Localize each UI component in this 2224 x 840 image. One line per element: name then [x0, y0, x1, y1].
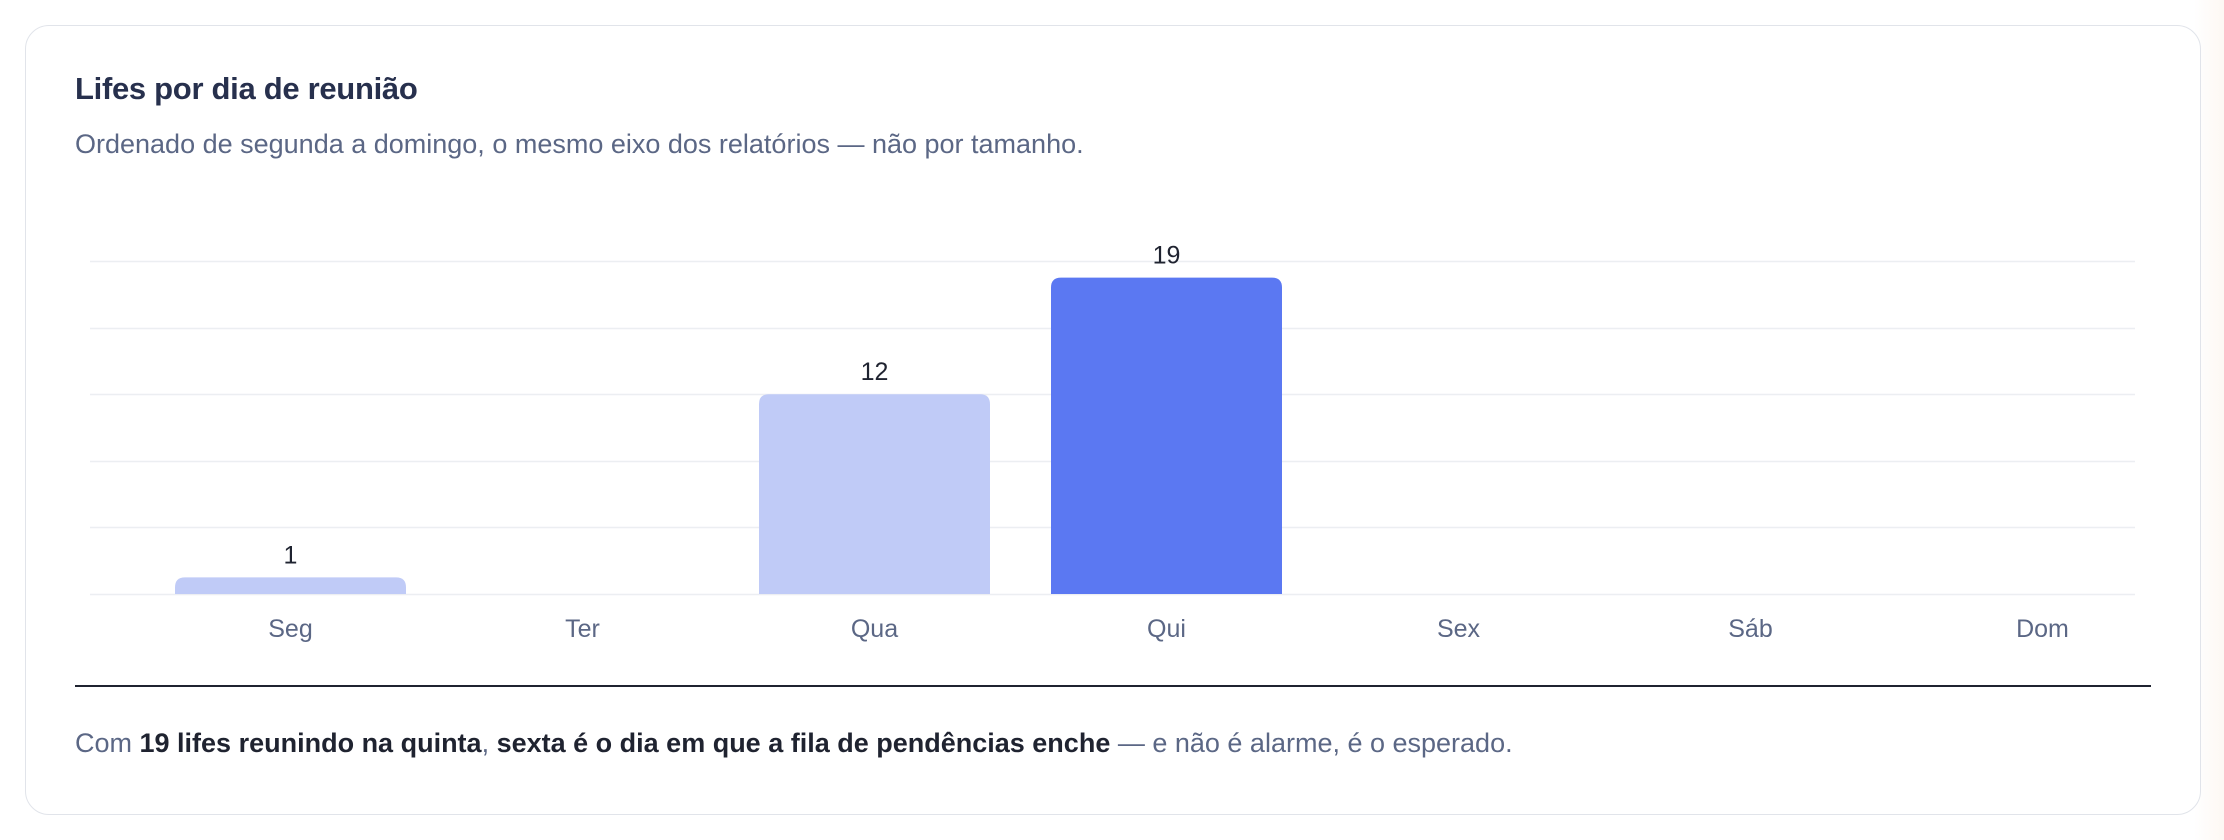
summary-suffix: — e não é alarme, é o esperado. — [1110, 728, 1513, 758]
bars — [175, 277, 1282, 594]
data-label-qui: 19 — [1153, 242, 1181, 270]
x-tick-labels: Seg Ter Qua Qui Sex Sáb Dom — [268, 615, 2069, 643]
data-label-seg: 1 — [284, 541, 298, 569]
summary-highlight-day: sexta é o dia em que a fila de pendência… — [496, 728, 1111, 758]
x-tick-label: Dom — [2016, 615, 2069, 643]
bar-qui — [1051, 277, 1282, 594]
summary-text: Com 19 lifes reunindo na quinta, sexta é… — [75, 728, 1513, 759]
x-tick-label: Qui — [1147, 615, 1186, 643]
x-tick-label: Sex — [1437, 615, 1481, 643]
bar-qua — [759, 394, 990, 594]
summary-highlight-count: 19 lifes reunindo na quinta — [139, 728, 482, 758]
data-labels: 1 12 19 — [284, 242, 1181, 570]
bar-chart: 1 12 19 Seg Ter Qua Qui Sex Sáb Dom — [90, 242, 2135, 643]
data-label-qua: 12 — [861, 358, 889, 386]
summary-divider — [75, 685, 2151, 687]
summary-prefix: Com — [75, 728, 140, 758]
bar-seg — [175, 577, 406, 594]
x-tick-label: Ter — [565, 615, 600, 643]
card-subtitle: Ordenado de segunda a domingo, o mesmo e… — [75, 129, 1084, 159]
card-title: Lifes por dia de reunião — [75, 71, 418, 106]
x-tick-label: Seg — [268, 615, 312, 643]
x-tick-label: Qua — [851, 615, 898, 643]
summary-comma: , — [481, 728, 497, 758]
chart-card: Lifes por dia de reunião Ordenado de seg… — [25, 25, 2201, 815]
x-tick-label: Sáb — [1728, 615, 1772, 643]
